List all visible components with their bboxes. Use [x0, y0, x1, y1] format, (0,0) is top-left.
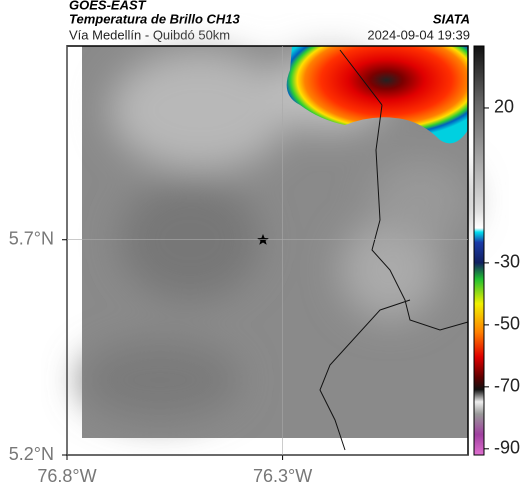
colorbar: [473, 45, 485, 456]
subtitle: Temperatura de Brillo CH13: [69, 11, 241, 26]
colorbar-tick-label: 20: [494, 97, 514, 117]
map-image: [80, 46, 470, 451]
datetime: 2024-09-04 19:39: [367, 27, 470, 42]
x-tick-label: 76.8°W: [37, 466, 96, 486]
colorbar-tick-label: -90: [494, 438, 520, 458]
title: GOES-EAST: [69, 0, 147, 12]
x-tick-label: 76.3°W: [253, 466, 312, 486]
colorbar-tick-label: -70: [494, 376, 520, 396]
route: Vía Medellín - Quibdó 50km: [69, 27, 230, 42]
y-tick-label: 5.7°N: [9, 228, 54, 248]
location-marker: [257, 234, 269, 245]
colorbar-tick-label: -50: [494, 314, 520, 334]
source: SIATA: [433, 11, 470, 26]
y-tick-label: 5.2°N: [9, 444, 54, 464]
colorbar-tick-label: -30: [494, 252, 520, 272]
